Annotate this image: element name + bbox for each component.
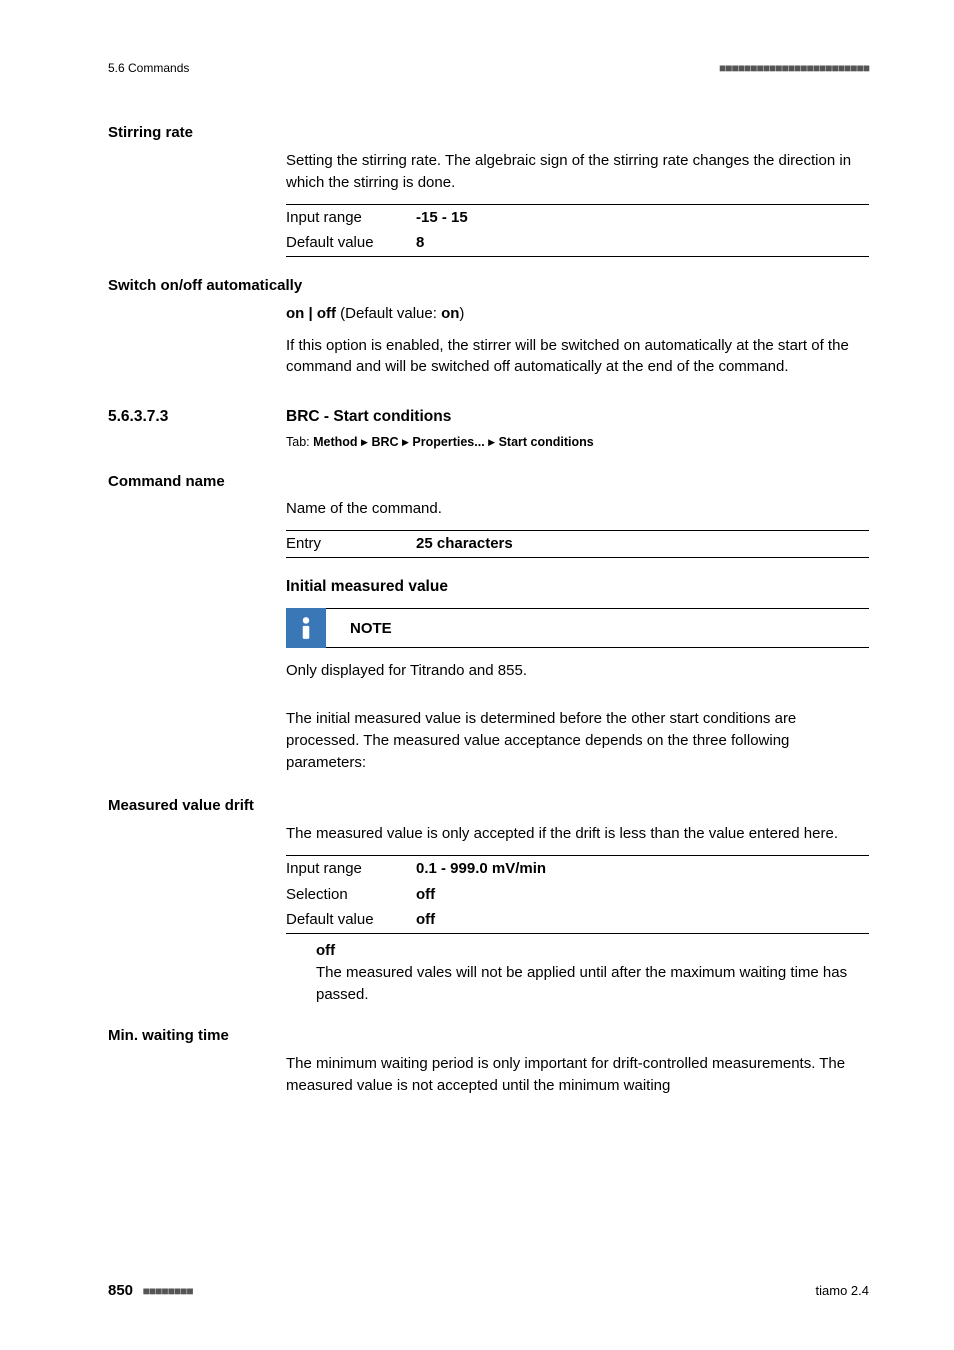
drift-input-label: Input range bbox=[286, 855, 416, 881]
breadcrumb: 5.6 Commands bbox=[108, 60, 189, 77]
initial-measured-value-title: Initial measured value bbox=[286, 576, 869, 598]
default-value: 8 bbox=[416, 230, 869, 256]
footer-left: 850 ■■■■■■■■ bbox=[108, 1280, 193, 1302]
drift-default-label: Default value bbox=[286, 907, 416, 933]
drift-default-value: off bbox=[416, 907, 869, 933]
input-range-value: -15 - 15 bbox=[416, 204, 869, 230]
info-icon bbox=[286, 608, 326, 648]
page-number: 850 bbox=[108, 1282, 133, 1299]
note-box: NOTE Only displayed for Titrando and 855… bbox=[286, 608, 869, 694]
command-name-title: Command name bbox=[108, 471, 869, 493]
drift-sel-value: off bbox=[416, 882, 869, 908]
section-title: BRC - Start conditions bbox=[286, 406, 451, 428]
entry-value: 25 characters bbox=[416, 531, 869, 558]
footer-right: tiamo 2.4 bbox=[816, 1282, 869, 1301]
page-footer: 850 ■■■■■■■■ tiamo 2.4 bbox=[108, 1280, 869, 1302]
stirring-rate-desc: Setting the stirring rate. The algebraic… bbox=[286, 150, 869, 194]
header-ornament: ■■■■■■■■■■■■■■■■■■■■■■■■ bbox=[719, 60, 869, 77]
chevron-icon: ▶ bbox=[402, 437, 409, 447]
section-heading: 5.6.3.7.3 BRC - Start conditions bbox=[108, 406, 869, 428]
stirring-rate-title: Stirring rate bbox=[108, 122, 869, 144]
switch-options: on | off (Default value: on) bbox=[286, 303, 869, 325]
drift-sel-label: Selection bbox=[286, 882, 416, 908]
note-body: Only displayed for Titrando and 855. bbox=[286, 648, 869, 694]
minwait-desc: The minimum waiting period is only impor… bbox=[286, 1053, 869, 1097]
stirring-rate-table: Input range -15 - 15 Default value 8 bbox=[286, 204, 869, 258]
switch-desc: If this option is enabled, the stirrer w… bbox=[286, 335, 869, 379]
chevron-icon: ▶ bbox=[488, 437, 495, 447]
off-definition: off The measured vales will not be appli… bbox=[316, 940, 869, 1005]
footer-ornament: ■■■■■■■■ bbox=[143, 1284, 193, 1298]
entry-label: Entry bbox=[286, 531, 416, 558]
note-label: NOTE bbox=[350, 618, 392, 640]
section-number: 5.6.3.7.3 bbox=[108, 406, 286, 428]
drift-desc: The measured value is only accepted if t… bbox=[286, 823, 869, 845]
drift-input-value: 0.1 - 999.0 mV/min bbox=[416, 855, 869, 881]
off-term: off bbox=[316, 940, 869, 962]
tab-path: Tab: Method ▶ BRC ▶ Properties... ▶ Star… bbox=[286, 433, 869, 451]
off-desc: The measured vales will not be applied u… bbox=[316, 962, 869, 1006]
switch-auto-title: Switch on/off automatically bbox=[108, 275, 869, 297]
input-range-label: Input range bbox=[286, 204, 416, 230]
chevron-icon: ▶ bbox=[361, 437, 368, 447]
imv-desc: The initial measured value is determined… bbox=[286, 708, 869, 773]
command-name-desc: Name of the command. bbox=[286, 498, 869, 520]
drift-table: Input range 0.1 - 999.0 mV/min Selection… bbox=[286, 855, 869, 934]
default-value-label: Default value bbox=[286, 230, 416, 256]
minwait-title: Min. waiting time bbox=[108, 1025, 869, 1047]
switch-opts: on | off bbox=[286, 305, 336, 322]
drift-title: Measured value drift bbox=[108, 795, 869, 817]
command-name-table: Entry 25 characters bbox=[286, 530, 869, 558]
page-header: 5.6 Commands ■■■■■■■■■■■■■■■■■■■■■■■■ bbox=[108, 60, 869, 77]
